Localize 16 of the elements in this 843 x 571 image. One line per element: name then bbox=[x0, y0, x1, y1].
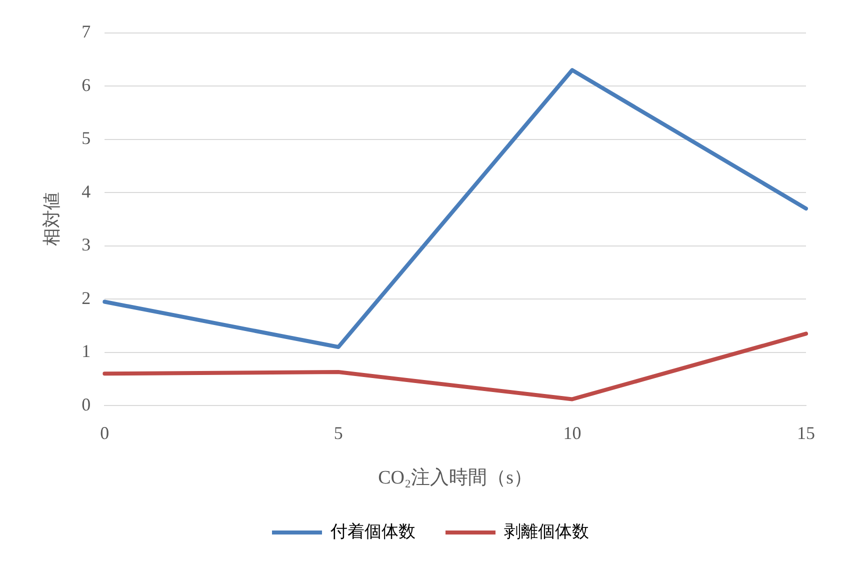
y-tick-label: 0 bbox=[82, 394, 91, 414]
y-tick-label: 7 bbox=[82, 22, 91, 42]
x-tick-label: 0 bbox=[100, 423, 110, 444]
x-tick-label: 15 bbox=[797, 423, 815, 444]
y-tick-label: 4 bbox=[82, 181, 91, 202]
y-tick-label: 1 bbox=[82, 341, 91, 362]
y-tick-label: 6 bbox=[82, 74, 91, 95]
y-tick-label: 2 bbox=[82, 288, 91, 308]
x-tick-label: 5 bbox=[334, 423, 343, 444]
x-axis-title: CO₂注入時間（s） bbox=[378, 466, 533, 489]
y-tick-label: 5 bbox=[82, 128, 91, 148]
legend-label: 付着個体数 bbox=[330, 522, 416, 542]
x-tick-label: 10 bbox=[563, 423, 582, 444]
y-axis-title: 相対値 bbox=[41, 192, 62, 246]
y-tick-label: 3 bbox=[82, 234, 91, 255]
legend-label: 剥離個体数 bbox=[504, 522, 589, 542]
